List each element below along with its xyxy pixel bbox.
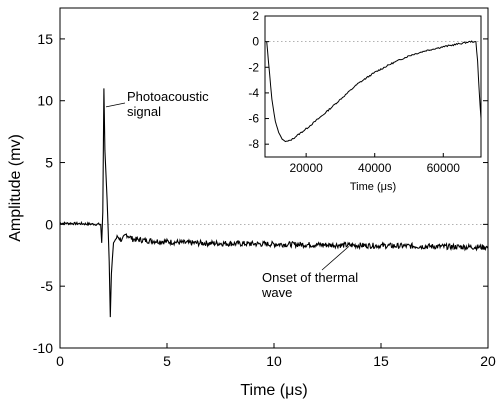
main-x-tick-label: 15: [373, 353, 389, 369]
main-y-tick-label: -5: [41, 278, 54, 294]
inset-y-tick-label: -6: [248, 112, 259, 126]
main-y-tick-label: -10: [33, 340, 53, 356]
photoacoustic-annotation-line2: signal: [127, 104, 161, 119]
main-y-tick-label: 15: [37, 31, 53, 47]
main-x-tick-label: 5: [163, 353, 171, 369]
main-x-axis-label: Time (μs): [240, 382, 307, 399]
inset-axis-ticks: 20000 40000 60000 -8 -6 -4 -2 0 2: [248, 9, 460, 175]
photoacoustic-annotation-line1: Photoacoustic: [127, 89, 209, 104]
inset-y-tick-label: -2: [248, 60, 259, 74]
inset-signal-series-line: [266, 40, 482, 143]
inset-y-tick-label: -8: [248, 137, 259, 151]
inset-y-tick-label: -4: [248, 86, 259, 100]
main-axis-ticks: 0 5 10 15 20 -10 -5 0 5 10 15: [33, 31, 496, 369]
main-x-tick-label: 10: [266, 353, 282, 369]
inset-x-tick-label: 20000: [289, 161, 323, 175]
main-x-tick-label: 0: [56, 353, 64, 369]
thermal-annotation-line2: wave: [261, 285, 292, 300]
main-x-tick-label: 20: [480, 353, 496, 369]
inset-plot-frame: [264, 15, 482, 158]
main-y-axis-label: Amplitude (mv): [7, 134, 24, 242]
inset-x-tick-label: 40000: [358, 161, 392, 175]
photoacoustic-annotation-leader: [105, 102, 126, 108]
thermal-annotation-line1: Onset of thermal: [262, 270, 358, 285]
inset-y-tick-label: 2: [252, 9, 259, 23]
main-y-tick-label: 5: [45, 155, 53, 171]
thermal-annotation-leader: [321, 246, 350, 271]
inset-x-tick-label: 60000: [427, 161, 461, 175]
inset-x-axis-label: Time (μs): [350, 181, 396, 193]
main-y-tick-label: 0: [45, 216, 53, 232]
inset-y-tick-label: 0: [252, 35, 259, 49]
inset-background: [265, 16, 481, 157]
main-y-tick-label: 10: [37, 93, 53, 109]
main-signal-series-line: [59, 88, 489, 318]
